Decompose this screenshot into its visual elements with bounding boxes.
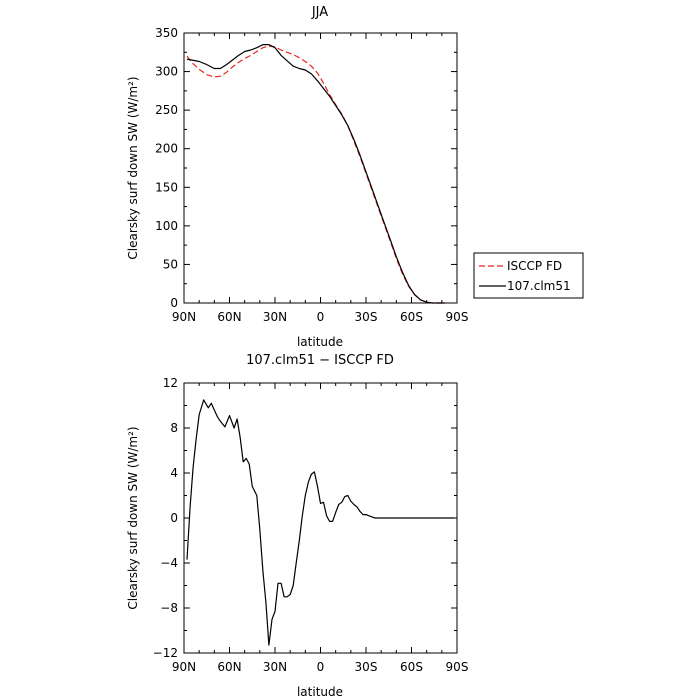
bottom-chart-title: 107.clm51 − ISCCP FD <box>246 353 394 368</box>
y-tick-label: 200 <box>155 142 178 156</box>
x-tick-label: 90N <box>172 660 196 674</box>
top-chart-title: JJA <box>311 5 328 20</box>
y-tick-label: 0 <box>170 296 178 310</box>
y-tick-label: 12 <box>163 376 178 390</box>
y-tick-label: −12 <box>153 646 178 660</box>
y-tick-label: 350 <box>155 26 178 40</box>
x-tick-label: 90N <box>172 310 196 324</box>
x-tick-label: 30S <box>355 310 378 324</box>
x-tick-label: 60S <box>400 310 423 324</box>
bottom-chart-lines <box>186 399 454 646</box>
x-tick-label: 90S <box>446 310 469 324</box>
bottom-chart-y-label: Clearsky surf down SW (W/m²) <box>126 426 140 609</box>
x-tick-label: 60N <box>217 310 241 324</box>
legend-label-isccp: ISCCP FD <box>507 259 562 273</box>
y-tick-label: 150 <box>155 180 178 194</box>
y-tick-label: 50 <box>163 257 178 271</box>
bottom-chart: 107.clm51 − ISCCP FD 90N 60N 30N 0 30S 60S 90S… <box>126 353 468 699</box>
y-tick-label: −8 <box>160 601 178 615</box>
top-chart-y-label: Clearsky surf down SW (W/m²) <box>126 76 140 259</box>
y-tick-label: 250 <box>155 103 178 117</box>
x-tick-label: 0 <box>317 660 325 674</box>
y-tick-label: 0 <box>170 511 178 525</box>
top-chart: JJA 90N 60N 30N 0 30S 60S 90S 0 50 100 150 200 250 3… <box>126 5 584 349</box>
x-tick-label: 60N <box>217 660 241 674</box>
y-tick-label: 100 <box>155 219 178 233</box>
legend-box <box>473 252 584 299</box>
y-tick-label: −4 <box>160 556 178 570</box>
y-tick-label: 4 <box>170 466 178 480</box>
legend-label-clm51: 107.clm51 <box>507 279 571 293</box>
bottom-chart-y-axis: −12 −8 −4 0 4 8 12 <box>153 376 457 660</box>
x-tick-label: 30N <box>263 660 287 674</box>
top-chart-x-axis: 90N 60N 30N 0 30S 60S 90S <box>172 33 469 324</box>
series-line-107-clm51 <box>186 44 445 304</box>
bottom-chart-x-label: latitude <box>297 685 343 699</box>
x-tick-label: 30S <box>355 660 378 674</box>
top-chart-legend: ISCCP FD 107.clm51 <box>473 252 584 299</box>
top-chart-y-axis: 0 50 100 150 200 250 300 350 <box>155 26 457 310</box>
y-tick-label: 8 <box>170 421 178 435</box>
top-chart-x-label: latitude <box>297 335 343 349</box>
series-line-isccp-fd <box>186 45 445 304</box>
x-tick-label: 0 <box>317 310 325 324</box>
top-chart-lines <box>186 44 445 304</box>
x-tick-label: 90S <box>446 660 469 674</box>
x-tick-label: 30N <box>263 310 287 324</box>
bottom-chart-x-axis: 90N 60N 30N 0 30S 60S 90S <box>172 383 469 674</box>
series-line-difference <box>186 399 454 646</box>
y-tick-label: 300 <box>155 65 178 79</box>
x-tick-label: 60S <box>400 660 423 674</box>
